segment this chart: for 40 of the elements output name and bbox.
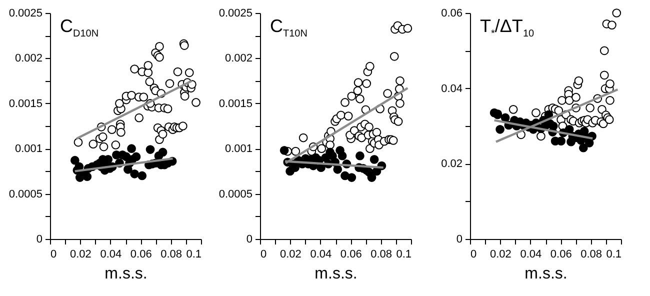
x-tick-label: 0: [260, 248, 267, 260]
x-tick-label: 0.08: [580, 248, 602, 260]
x-tick-label: 0.04: [100, 248, 122, 260]
y-tick-label: 0.002: [224, 52, 252, 65]
y-tick-label: 0.001: [14, 143, 42, 156]
chart-title: C$_{T10N}$: [270, 16, 308, 40]
y-tick-label: 0.002: [14, 52, 42, 65]
y-tick-label: 0: [246, 234, 252, 246]
y-tick-label: 0.0015: [8, 98, 42, 110]
y-tick-label: 0.0005: [218, 188, 252, 200]
x-tick-label: 0.08: [370, 248, 392, 260]
y-tick-label: 0.0015: [218, 98, 252, 110]
x-tick-label: 0.04: [520, 248, 542, 260]
x-tick-label: 0.02: [280, 248, 302, 260]
x-tick-label: 0: [50, 248, 57, 260]
y-tick-label: 0.001: [224, 143, 252, 156]
x-tick-label: 0.04: [310, 248, 332, 260]
x-axis-title: m.s.s.: [104, 266, 148, 282]
y-tick-label: 0.0025: [218, 8, 252, 20]
x-tick-label: 0.1: [606, 248, 622, 260]
x-tick-label: 0.1: [186, 248, 202, 260]
y-tick-label: 0.0005: [8, 188, 42, 200]
x-axis-title: m.s.s.: [524, 266, 568, 282]
x-tick-label: 0.1: [396, 248, 412, 260]
x-tick-label: 0.06: [550, 248, 572, 260]
y-tick-label: 0: [36, 234, 42, 246]
y-tick-label: 0.0025: [8, 8, 42, 20]
y-tick-label: 0: [456, 234, 462, 246]
x-tick-label: 0.06: [130, 248, 152, 260]
x-tick-label: 0.06: [340, 248, 362, 260]
x-tick-label: 0.02: [490, 248, 512, 260]
x-axis-title: m.s.s.: [314, 266, 358, 282]
x-tick-label: 0: [470, 248, 477, 260]
y-tick-label: 0.04: [441, 82, 462, 95]
y-tick-label: 0.02: [441, 158, 462, 170]
chart-title: T$_{*}$/ΔT$_{10}$: [480, 16, 534, 40]
x-tick-label: 0.02: [70, 248, 92, 260]
chart-title: C$_{D10N}$: [60, 16, 99, 40]
x-tick-label: 0.08: [160, 248, 182, 260]
y-tick-label: 0.06: [441, 8, 462, 20]
